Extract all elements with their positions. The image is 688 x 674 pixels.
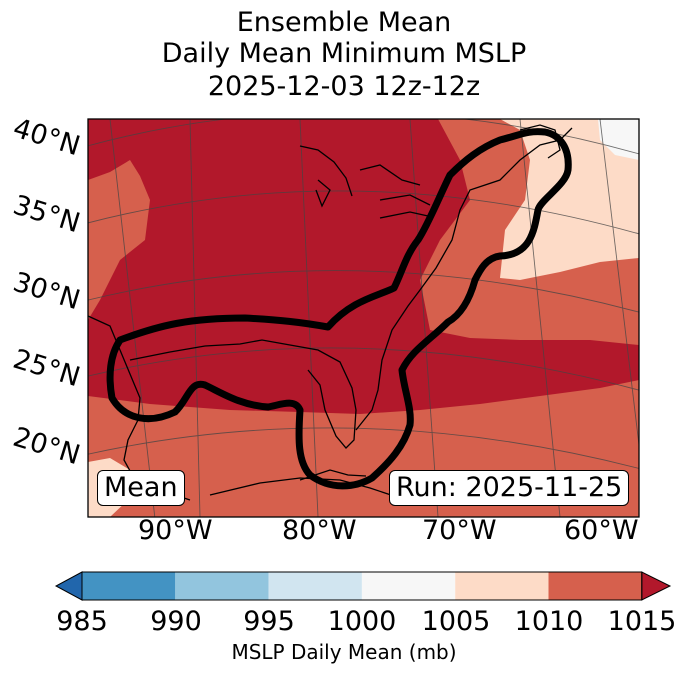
colorbar-extend-min — [54, 571, 83, 601]
colorbar-label: MSLP Daily Mean (mb) — [231, 640, 457, 664]
graticule — [88, 119, 639, 517]
mean-label-box: Mean — [97, 470, 185, 506]
colorbar-segment-3 — [268, 572, 362, 600]
colorbar-extend-max — [641, 571, 672, 601]
title-line-3: 2025-12-03 12z-12z — [207, 71, 481, 102]
lon-label-80w: 80°W — [282, 515, 357, 546]
colorbar — [54, 571, 672, 601]
colorbar-tick-995: 995 — [243, 606, 295, 637]
colorbar-tick-1015: 1015 — [607, 606, 677, 637]
colorbar-tick-1010: 1010 — [514, 606, 584, 637]
colorbar-tick-990: 990 — [150, 606, 202, 637]
colorbar-tick-985: 985 — [56, 606, 108, 637]
mslp-contour — [106, 128, 572, 490]
colorbar-segment-5 — [455, 572, 549, 600]
lon-label-90w: 90°W — [138, 515, 213, 546]
colorbar-segment-4 — [361, 572, 456, 600]
field-1005-east — [500, 119, 639, 280]
colorbar-segment-2 — [175, 572, 269, 600]
field-1000-ne — [598, 119, 639, 160]
colorbar-tick-1000: 1000 — [327, 606, 397, 637]
map-frame — [87, 118, 640, 518]
field-1010-west — [88, 160, 150, 320]
map-panel — [88, 119, 639, 517]
title-line-2: Daily Mean Minimum MSLP — [161, 38, 527, 69]
colorbar-segment-6 — [548, 572, 642, 600]
colorbar-frame — [81, 571, 643, 601]
title-line-1: Ensemble Mean — [236, 7, 452, 38]
lon-label-60w: 60°W — [564, 515, 639, 546]
colorbar-segment-1 — [82, 572, 176, 600]
run-label-box: Run: 2025-11-25 — [389, 470, 630, 506]
colorbar-tick-1005: 1005 — [421, 606, 491, 637]
lon-label-70w: 70°W — [422, 515, 497, 546]
